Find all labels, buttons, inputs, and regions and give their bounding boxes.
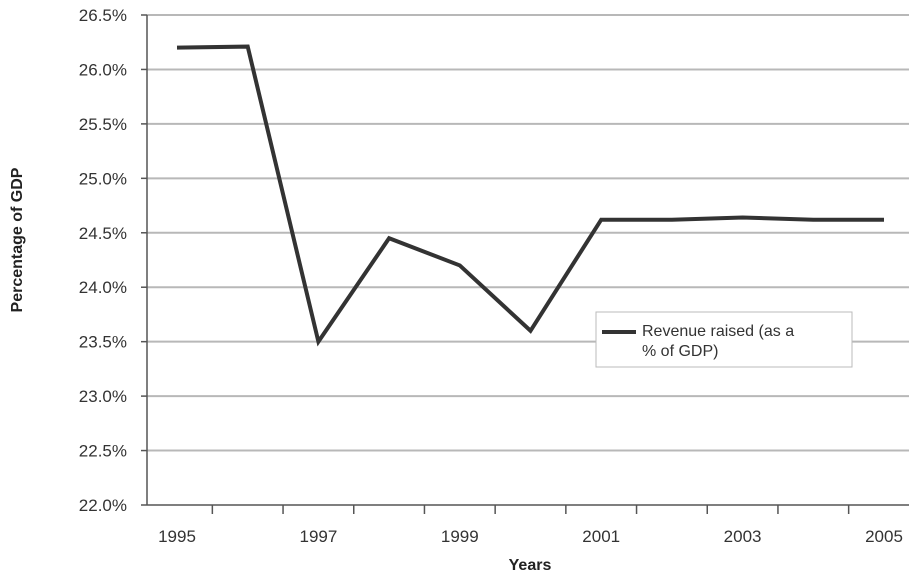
legend-box (595, 311, 853, 368)
x-tick-label: 1997 (299, 527, 337, 546)
x-tick-label: 1995 (158, 527, 196, 546)
y-tick-label: 26.5% (79, 6, 127, 25)
y-tick-label: 24.5% (79, 224, 127, 243)
y-tick-label: 23.5% (79, 333, 127, 352)
legend-label: % of GDP) (642, 343, 718, 360)
grid (147, 14, 909, 452)
x-axis-title: Years (509, 557, 552, 574)
x-tick-label: 2001 (582, 527, 620, 546)
series-line (176, 44, 884, 347)
y-tick-label: 25.5% (79, 115, 127, 134)
axes (141, 14, 909, 514)
legend-label: Revenue raised (as a (642, 323, 794, 340)
y-tick-label: 24.0% (79, 278, 127, 297)
y-tick-label: 22.5% (79, 442, 127, 461)
y-tick-label: 26.0% (79, 60, 127, 79)
y-tick-label: 22.0% (79, 496, 127, 515)
legend: Revenue raised (as a % of GDP) (595, 311, 853, 368)
x-tick-label: 2005 (865, 527, 903, 546)
x-tick-labels: 1995 1997 1999 2001 2003 2005 (158, 527, 903, 546)
series (176, 44, 884, 347)
y-axis-title: Percentage of GDP (9, 167, 26, 312)
y-tick-labels: 22.0% 22.5% 23.0% 23.5% 24.0% 24.5% 25.0% 25.5%… (79, 6, 127, 515)
y-tick-label: 23.0% (79, 387, 127, 406)
y-tick-label: 25.0% (79, 169, 127, 188)
x-tick-label: 2003 (724, 527, 762, 546)
x-tick-label: 1999 (441, 527, 479, 546)
